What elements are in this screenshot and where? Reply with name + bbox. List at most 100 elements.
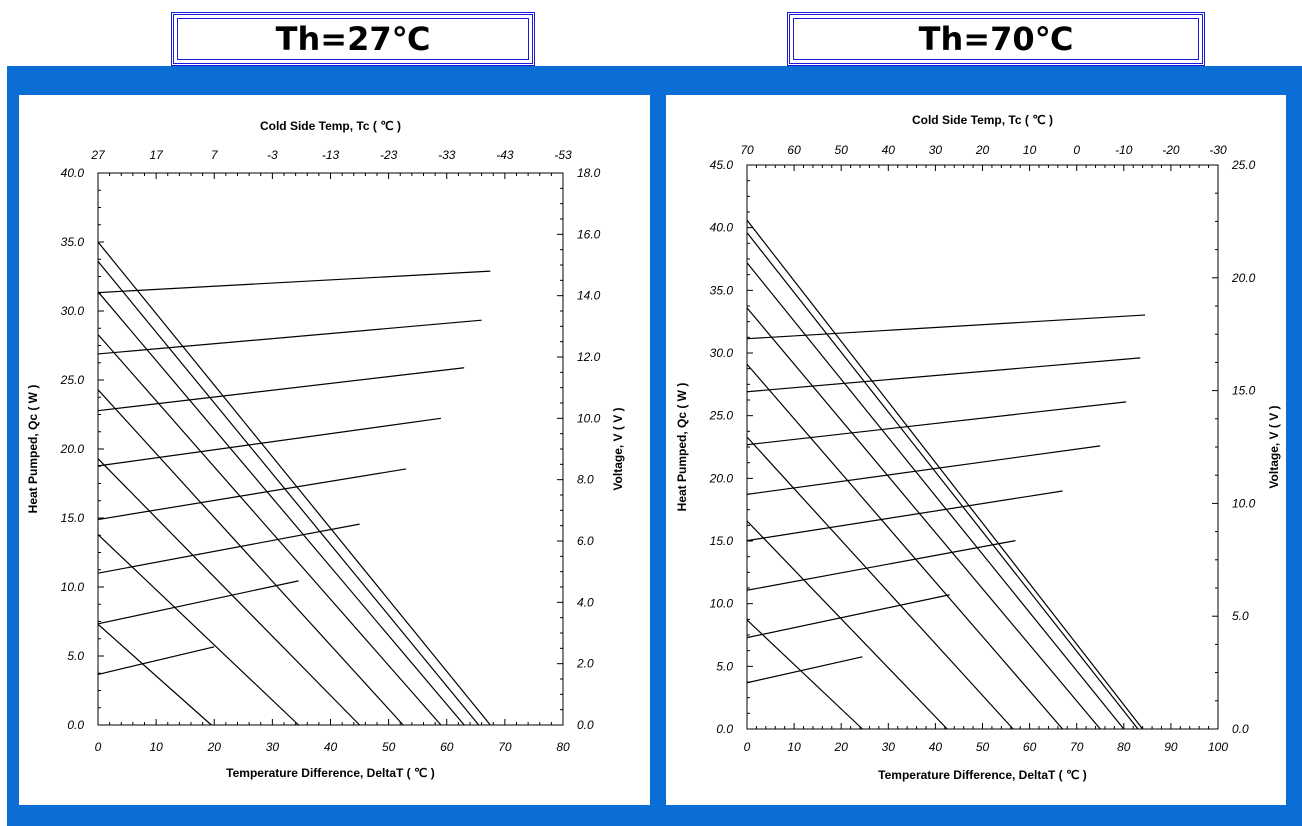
top-tick-label: 60 bbox=[787, 143, 801, 157]
y-tick-label: 40.0 bbox=[710, 221, 734, 235]
x-tick-label: 90 bbox=[1164, 740, 1178, 754]
chart-panel-th27: 0 10 20 30 40 50 60 70 80 27 17 7 -3 -13 -23 -33 -43 -53 0… bbox=[19, 95, 650, 805]
x-tick-label: 40 bbox=[929, 740, 943, 754]
qc-series-line bbox=[746, 436, 1014, 730]
y2-tick-label: 10.0 bbox=[577, 411, 601, 425]
y-tick-label: 10.0 bbox=[710, 597, 734, 611]
x-tick-label: 50 bbox=[976, 740, 990, 754]
qc-series-line bbox=[97, 334, 442, 726]
y2-tick-label: 8.0 bbox=[577, 473, 594, 487]
x-tick-label: 80 bbox=[556, 740, 570, 754]
y-tick-label: 0.0 bbox=[67, 718, 84, 732]
top-tick-label: -3 bbox=[267, 148, 278, 162]
y-tick-label: 20.0 bbox=[60, 442, 85, 456]
y-tick-label: 10.0 bbox=[61, 580, 85, 594]
qc-series-line bbox=[746, 363, 1064, 730]
x-tick-label: 10 bbox=[149, 740, 163, 754]
voltage-series-line bbox=[97, 417, 442, 467]
qc-series-line bbox=[746, 520, 948, 730]
y-tick-label: 5.0 bbox=[716, 659, 733, 673]
top-axis-title: Cold Side Temp, Tc ( ℃ ) bbox=[912, 113, 1053, 127]
chart-header-th27: Th=27℃ bbox=[171, 12, 535, 66]
voltage-series-line bbox=[97, 646, 215, 675]
voltage-series-line bbox=[97, 580, 299, 625]
top-tick-label: -23 bbox=[380, 148, 398, 162]
qc-series-line bbox=[97, 623, 212, 726]
y-tick-label: 25.0 bbox=[709, 409, 734, 423]
voltage-series-line bbox=[746, 445, 1101, 495]
y2-tick-label: 20.0 bbox=[1231, 271, 1256, 285]
top-tick-label: 70 bbox=[740, 143, 754, 157]
chart-svg-th27: 0 10 20 30 40 50 60 70 80 27 17 7 -3 -13 -23 -33 -43 -53 0… bbox=[26, 119, 625, 780]
y-tick-label: 45.0 bbox=[710, 158, 734, 172]
qc-series-line bbox=[97, 458, 360, 726]
top-tick-label: -53 bbox=[554, 148, 572, 162]
qc-series-line bbox=[97, 260, 480, 726]
x-tick-label: 0 bbox=[744, 740, 751, 754]
x-tick-label: 80 bbox=[1117, 740, 1131, 754]
y-tick-label: 15.0 bbox=[61, 511, 85, 525]
qc-series-line bbox=[97, 389, 404, 726]
top-tick-label: 17 bbox=[149, 148, 164, 162]
y2-tick-label: 10.0 bbox=[1232, 496, 1256, 510]
y-tick-label: 5.0 bbox=[67, 649, 84, 663]
y-tick-label: 25.0 bbox=[60, 373, 85, 387]
x-tick-label: 70 bbox=[498, 740, 512, 754]
y-tick-label: 15.0 bbox=[710, 534, 734, 548]
y-tick-label: 30.0 bbox=[61, 304, 85, 318]
x-tick-label: 60 bbox=[1023, 740, 1037, 754]
voltage-series-line bbox=[97, 468, 407, 521]
y-tick-label: 40.0 bbox=[61, 166, 85, 180]
x-tick-label: 60 bbox=[440, 740, 454, 754]
x-axis-title: Temperature Difference, DeltaT ( ℃ ) bbox=[226, 766, 435, 780]
y2-tick-label: 4.0 bbox=[577, 595, 594, 609]
top-tick-label: 27 bbox=[90, 148, 106, 162]
top-tick-label: 10 bbox=[1023, 143, 1037, 157]
y2-axis-title: Voltage, V ( V ) bbox=[611, 407, 625, 490]
y-tick-label: 35.0 bbox=[61, 235, 85, 249]
voltage-series-line bbox=[746, 357, 1141, 393]
voltage-series-line bbox=[746, 401, 1127, 446]
y-tick-label: 0.0 bbox=[716, 722, 733, 736]
qc-series-line bbox=[746, 619, 863, 730]
top-tick-label: -30 bbox=[1209, 143, 1227, 157]
y2-tick-label: 12.0 bbox=[577, 350, 601, 364]
plot-frame bbox=[97, 172, 564, 726]
voltage-series-line bbox=[746, 656, 863, 684]
qc-series-line bbox=[97, 534, 299, 726]
voltage-series-line bbox=[97, 523, 360, 574]
x-tick-label: 0 bbox=[95, 740, 102, 754]
x-axis-title: Temperature Difference, DeltaT ( ℃ ) bbox=[878, 768, 1087, 782]
top-tick-label: 40 bbox=[882, 143, 896, 157]
x-tick-label: 30 bbox=[266, 740, 280, 754]
voltage-series-line bbox=[746, 594, 950, 639]
top-tick-label: -13 bbox=[322, 148, 340, 162]
y2-tick-label: 0.0 bbox=[577, 718, 594, 732]
y2-axis-title: Voltage, V ( V ) bbox=[1267, 405, 1281, 488]
x-tick-label: 40 bbox=[324, 740, 338, 754]
qc-series-line bbox=[746, 232, 1139, 730]
voltage-series-line bbox=[746, 490, 1063, 542]
top-tick-label: -33 bbox=[438, 148, 456, 162]
y2-tick-label: 15.0 bbox=[1232, 384, 1256, 398]
top-tick-label: -10 bbox=[1115, 143, 1133, 157]
y2-tick-label: 18.0 bbox=[577, 166, 601, 180]
top-tick-label: 0 bbox=[1073, 143, 1080, 157]
plot-frame bbox=[746, 164, 1219, 730]
qc-series-line bbox=[97, 291, 465, 726]
voltage-series-line bbox=[746, 540, 1016, 591]
y-tick-label: 20.0 bbox=[709, 471, 734, 485]
qc-series-line bbox=[746, 262, 1125, 730]
voltage-series-line bbox=[97, 367, 465, 412]
top-tick-label: 20 bbox=[975, 143, 990, 157]
y2-tick-label: 16.0 bbox=[577, 227, 601, 241]
x-tick-label: 50 bbox=[382, 740, 396, 754]
qc-series-line bbox=[97, 241, 491, 726]
x-tick-label: 70 bbox=[1070, 740, 1084, 754]
qc-series-line bbox=[746, 219, 1144, 730]
top-tick-label: 50 bbox=[835, 143, 849, 157]
chart-panel-th70: 0 10 20 30 40 50 60 70 80 90 100 70 60 50 40 30 20 10 0 -10… bbox=[666, 95, 1286, 805]
y2-tick-label: 6.0 bbox=[577, 534, 594, 548]
chart-header-th70: Th=70℃ bbox=[787, 12, 1205, 66]
